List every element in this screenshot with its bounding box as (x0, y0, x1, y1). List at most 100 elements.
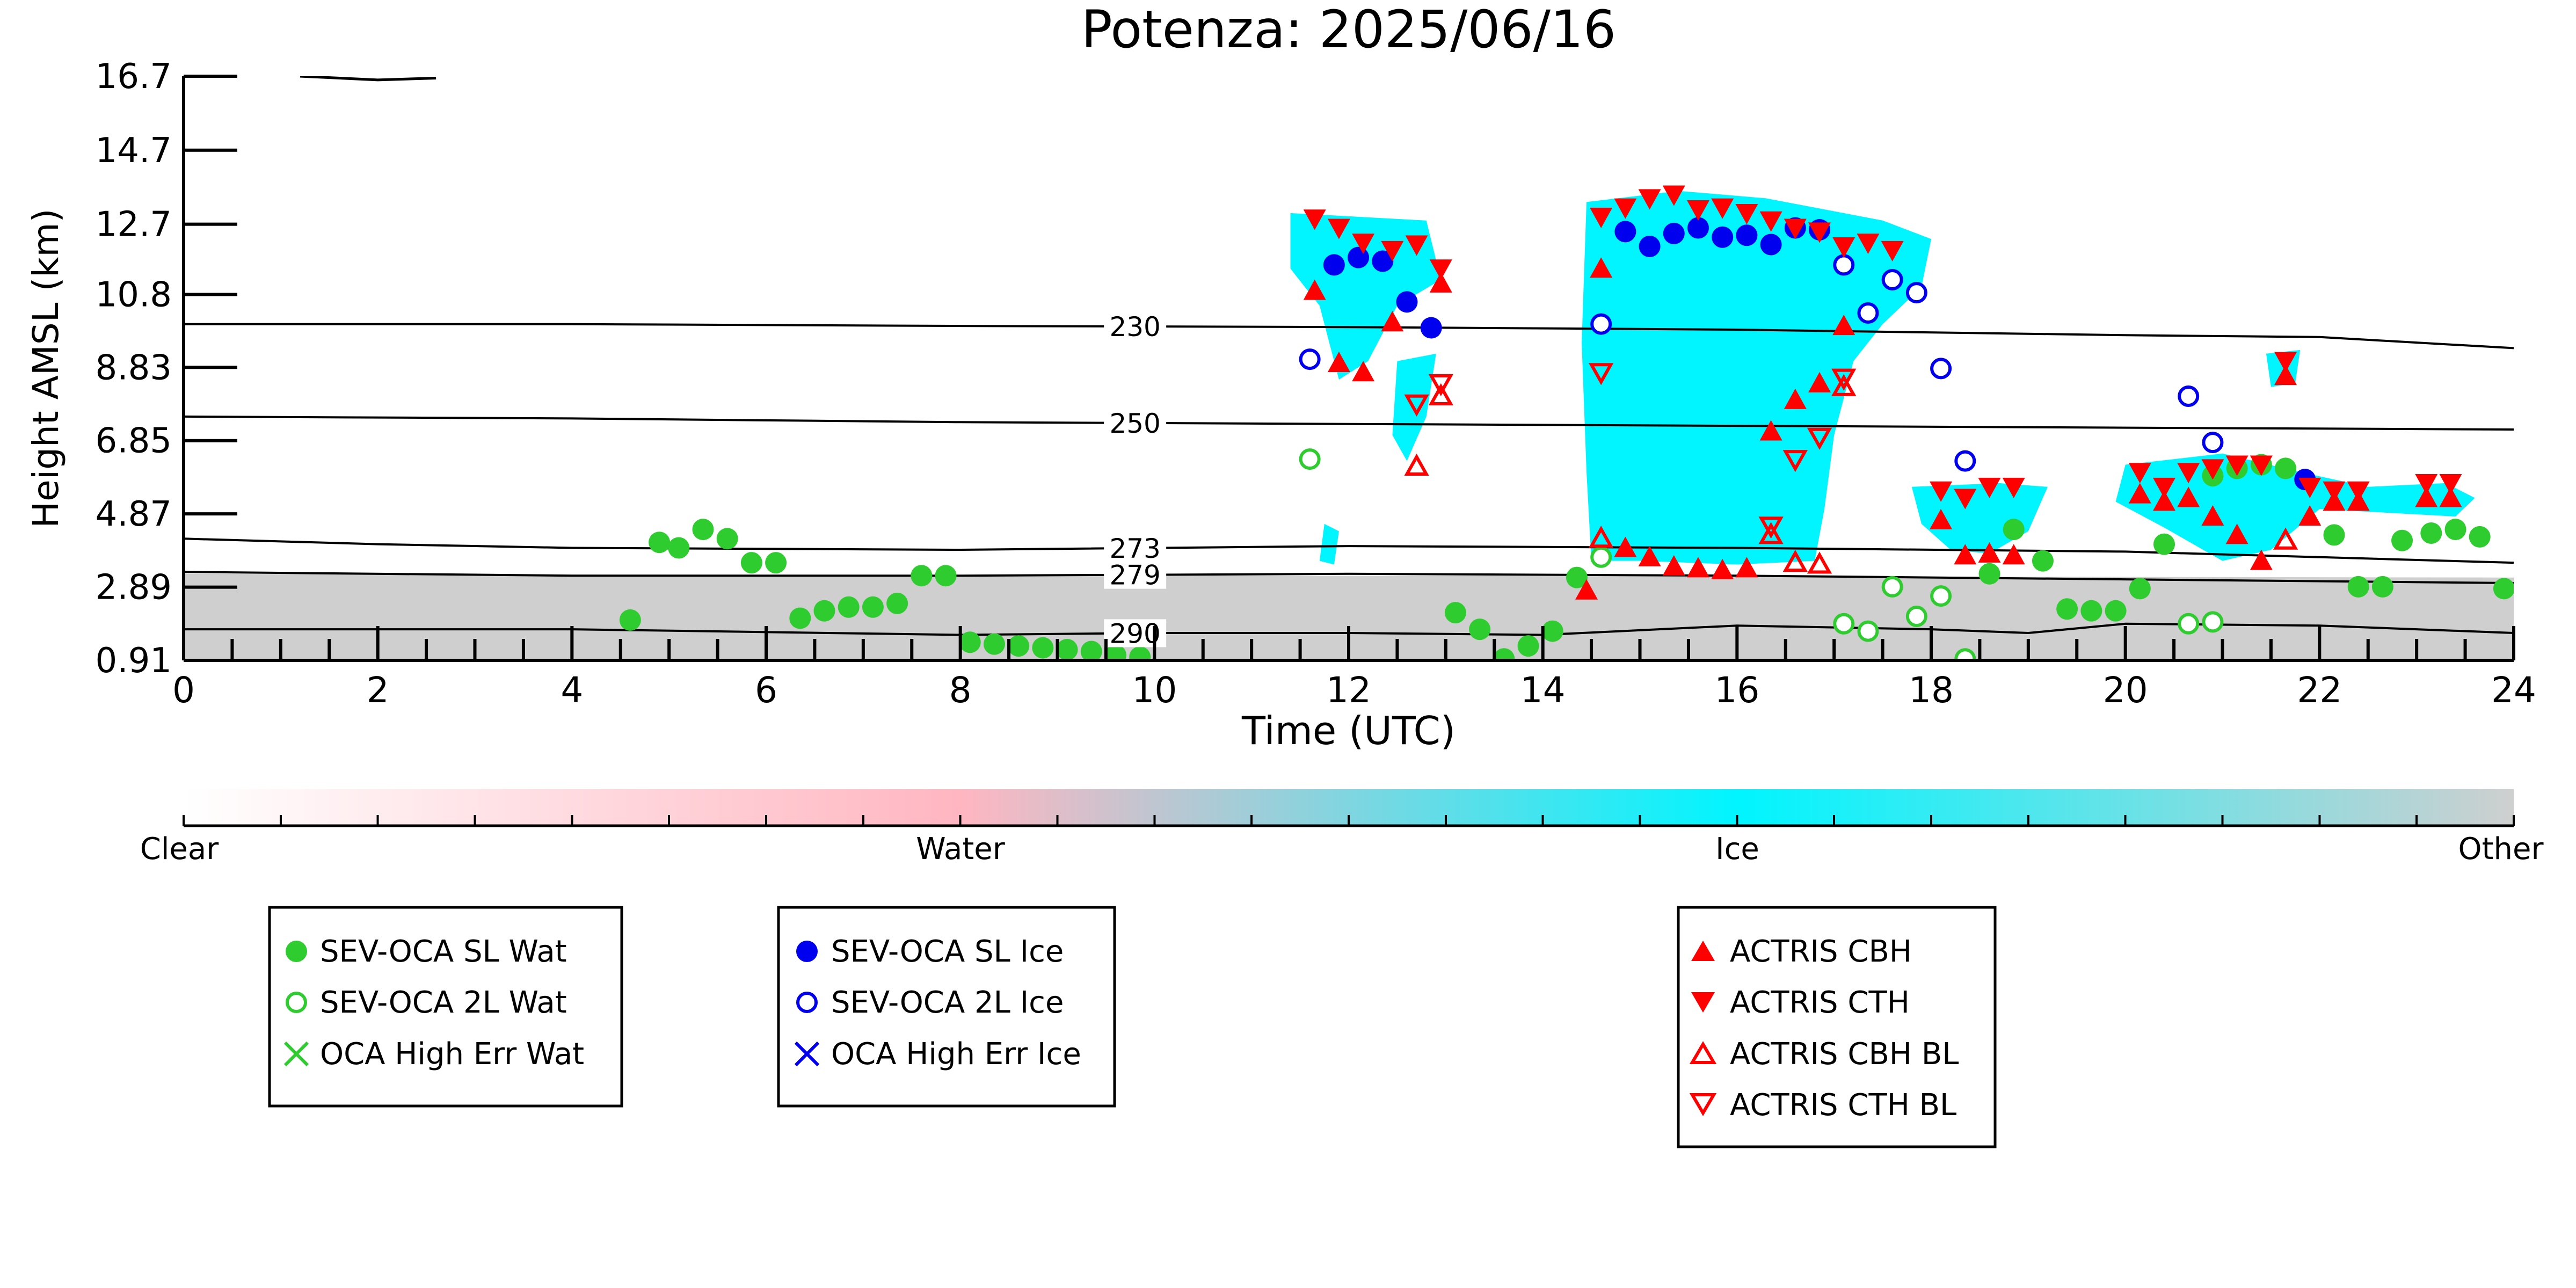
point-sev-oca-2l-ice-4 (1881, 268, 1903, 290)
point-sev-oca-sl-wat-21 (1129, 646, 1151, 660)
point-sev-oca-sl-wat-15 (983, 633, 1005, 655)
point-actris-cbh-17 (1930, 508, 1953, 529)
legend-actris: ACTRIS CBH ACTRIS CTH ACTRIS CBH BL ACTR… (1677, 906, 1997, 1148)
point-sev-oca-sl-ice-8 (1687, 217, 1709, 239)
point-actris-cth-4 (1405, 235, 1428, 256)
isotherm-label-273: 273 (1109, 533, 1160, 564)
point-sev-oca-2l-ice-5 (1905, 282, 1927, 304)
legend-sl-ice-marker (796, 941, 818, 962)
x-tick-label-1: 2 (367, 670, 389, 711)
point-actris-cbh-12 (1735, 557, 1758, 578)
y-tick-label-1: 2.89 (96, 568, 172, 608)
point-sev-oca-sl-wat-23 (1469, 618, 1491, 641)
point-sev-oca-sl-wat-33 (2105, 600, 2127, 622)
point-actris-cbh-28 (2298, 505, 2322, 526)
point-sev-oca-sl-wat-22 (1444, 602, 1466, 624)
point-sev-oca-2l-ice-6 (1930, 358, 1952, 380)
point-sev-oca-sl-ice-4 (1420, 317, 1442, 339)
isotherm-290 (184, 622, 2514, 636)
contrail-line (300, 76, 436, 82)
point-actris-cbh-bl-3 (1758, 522, 1784, 544)
point-actris-cth-1 (1327, 219, 1350, 239)
point-actris-cth-23 (2128, 463, 2151, 484)
isotherm-label-bg-250 (1104, 409, 1167, 437)
colorbar-label-water: Water (916, 832, 1006, 867)
point-sev-oca-sl-wat-11 (886, 592, 908, 614)
colorbar-ticks (183, 815, 2515, 826)
point-actris-cth-9 (1662, 185, 1685, 206)
point-actris-cbh-27 (2274, 365, 2297, 385)
point-sev-oca-sl-wat-25 (1517, 635, 1539, 657)
point-sev-oca-sl-ice-11 (1760, 234, 1782, 256)
point-sev-oca-sl-wat-45 (2444, 519, 2466, 541)
point-sev-oca-sl-wat-13 (935, 565, 957, 587)
point-sev-oca-sl-wat-41 (2347, 576, 2369, 598)
x-tick-label-2: 4 (561, 670, 583, 711)
y-tick-label-6: 12.7 (96, 205, 172, 245)
point-actris-cth-10 (1687, 200, 1709, 221)
point-sev-oca-sl-ice-2 (1372, 250, 1394, 272)
isotherm-label-290: 290 (1109, 618, 1160, 649)
colorbar-label-other: Other (2458, 832, 2544, 867)
point-actris-cth-33 (2415, 474, 2438, 494)
point-actris-cth-16 (1832, 237, 1855, 258)
series-sev-oca-sl-wat (619, 454, 2514, 660)
legend-cbh-bl-marker (1689, 1041, 1717, 1064)
cloud-region-ice_cloud-4 (1911, 483, 2048, 554)
point-actris-cbh-13 (1759, 420, 1782, 441)
point-actris-cbh-5 (1575, 579, 1598, 600)
x-tick-label-6: 12 (1326, 670, 1371, 711)
point-actris-cth-30 (2298, 477, 2322, 498)
y-tick-label-2: 4.87 (96, 494, 172, 534)
point-sev-oca-2l-ice-0 (1299, 348, 1321, 370)
point-sev-oca-sl-wat-31 (2056, 598, 2078, 620)
point-actris-cth-19 (1930, 481, 1953, 502)
point-sev-oca-sl-wat-42 (2371, 576, 2393, 598)
point-sev-oca-sl-wat-12 (911, 565, 933, 587)
point-sev-oca-2l-ice-3 (1857, 302, 1879, 324)
point-actris-cbh-23 (2177, 486, 2200, 507)
point-sev-oca-2l-wat-0 (1299, 448, 1321, 470)
point-actris-cbh-9 (1662, 555, 1685, 576)
point-actris-cth-bl-0 (1404, 394, 1429, 417)
point-sev-oca-sl-wat-30 (2032, 550, 2054, 572)
point-actris-cbh-20 (2002, 544, 2025, 565)
cloud-region-ice_cloud-7 (1319, 523, 1339, 565)
y-tick-label-4: 8.83 (96, 348, 172, 388)
x-axis-label: Time (UTC) (1241, 708, 1456, 753)
point-sev-oca-sl-wat-8 (813, 600, 835, 622)
point-actris-cth-28 (2250, 455, 2273, 476)
point-sev-oca-sl-wat-16 (1008, 635, 1030, 657)
chart-title: Potenza: 2025/06/16 (1081, 0, 1616, 60)
point-actris-cbh-22 (2153, 490, 2175, 511)
series-sev-oca-2l-wat (1299, 448, 2224, 660)
point-actris-cbh-bl-7 (2273, 527, 2298, 550)
point-sev-oca-sl-ice-10 (1736, 224, 1758, 246)
legend-higherr-ice-marker (794, 1041, 820, 1067)
point-sev-oca-sl-wat-26 (1541, 620, 1563, 642)
isotherm-label-bg-279 (1104, 561, 1167, 589)
point-actris-cth-12 (1735, 203, 1758, 224)
point-sev-oca-sl-wat-34 (2129, 578, 2151, 600)
point-sev-oca-sl-wat-7 (789, 607, 811, 629)
point-sev-oca-sl-ice-1 (1348, 246, 1370, 268)
x-tick-label-12: 24 (2491, 670, 2536, 711)
point-actris-cth-25 (2177, 463, 2200, 484)
point-sev-oca-2l-ice-1 (1590, 313, 1612, 335)
point-actris-cth-7 (1614, 198, 1637, 219)
legend-sl-wat-marker (286, 941, 307, 962)
point-actris-cbh-bl-4 (1782, 549, 1808, 572)
point-actris-cth-bl-4 (1782, 450, 1808, 472)
point-sev-oca-2l-ice-2 (1833, 254, 1855, 276)
point-actris-cbh-32 (2439, 486, 2462, 507)
cloud-region-ice_cloud-1 (1290, 213, 1441, 380)
x-tick-label-3: 6 (755, 670, 777, 711)
legend-higherr-wat-label: OCA High Err Wat (320, 1037, 584, 1072)
point-sev-oca-sl-wat-17 (1032, 637, 1054, 659)
legend-ice: SEV-OCA SL Ice SEV-OCA 2L Ice OCA High E… (777, 906, 1116, 1108)
legend-higherr-wat-marker (283, 1041, 309, 1067)
point-actris-cth-5 (1429, 259, 1452, 280)
legend-2l-ice-label: SEV-OCA 2L Ice (831, 985, 1064, 1020)
point-actris-cth-8 (1638, 189, 1661, 210)
point-sev-oca-sl-wat-46 (2469, 526, 2491, 548)
